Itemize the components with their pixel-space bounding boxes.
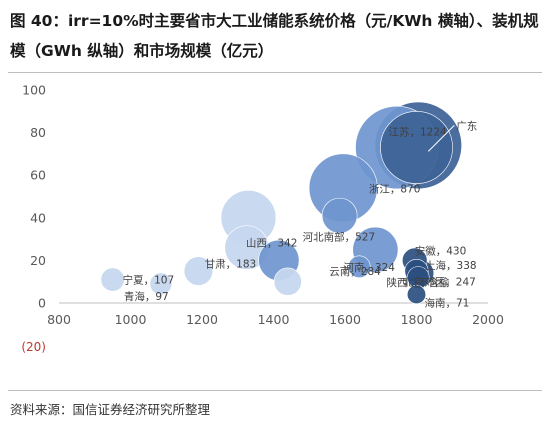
title-divider [8,72,542,73]
bubble-point [406,284,427,305]
x-tick-label: 1800 [401,312,433,327]
source-divider [8,390,542,391]
point-label: 青海，97 [124,290,169,303]
y-tick-label: 0 [38,296,46,311]
y-tick-label: 20 [30,253,46,268]
point-labels: 宁夏，107 青海，97 甘肃，183 山西，342 河北南部，527 云南，284河南，… [123,119,478,309]
bubble-point [100,267,125,292]
point-label: 甘肃，183 [205,258,257,271]
x-tick-label: 1200 [186,312,218,327]
bubble-point [321,197,358,234]
point-label: 山西，342 [246,237,298,249]
point-label: 河南，324 [343,261,395,274]
bubble-point [149,272,173,296]
point-label: 江苏，1224 [389,126,448,139]
source-note: 资料来源：国信证券经济研究所整理 [10,402,211,417]
point-label: 宁夏，107 [123,274,175,287]
x-tick-label: 1600 [329,312,361,327]
bubble-point [183,256,214,286]
y-tick-label: 40 [30,210,46,225]
point-label: 海南，71 [425,296,470,309]
y-tick-label: 60 [30,168,46,183]
point-label: 河北南部，527 [303,231,376,244]
point-label: 陕西（不含榆 [387,276,450,289]
axes: 0 20 40 60 80 100 (20)800 1000 1200 1400 1600 1800 2… [21,83,504,355]
point-label: 云南，284 [329,265,381,278]
x-tick-label: 2000 [472,312,504,327]
point-label: 北京郊区，247 [403,275,476,288]
y-tick-label: 100 [22,83,46,98]
point-label: 浙江，870 [369,184,421,196]
x-tick-label: 1000 [115,312,147,327]
bubble-point [273,267,302,296]
y-tick-label: 80 [30,125,46,140]
point-label: 广东 [456,119,477,132]
point-label: 上海，338 [425,259,477,272]
x-tick-label: 1400 [258,312,290,327]
bubble-point [348,255,371,279]
label-leader-line [427,125,455,152]
y-tick-label-negative: (20) [21,340,46,354]
point-label: 安徽，430 [415,244,467,257]
bubbles [100,101,462,305]
x-tick-label: 800 [47,312,71,327]
bubble-point [380,111,453,184]
figure-title: 图 40：irr=10%时主要省市大工业储能系统价格（元/KWh 横轴）、装机规… [10,12,539,60]
